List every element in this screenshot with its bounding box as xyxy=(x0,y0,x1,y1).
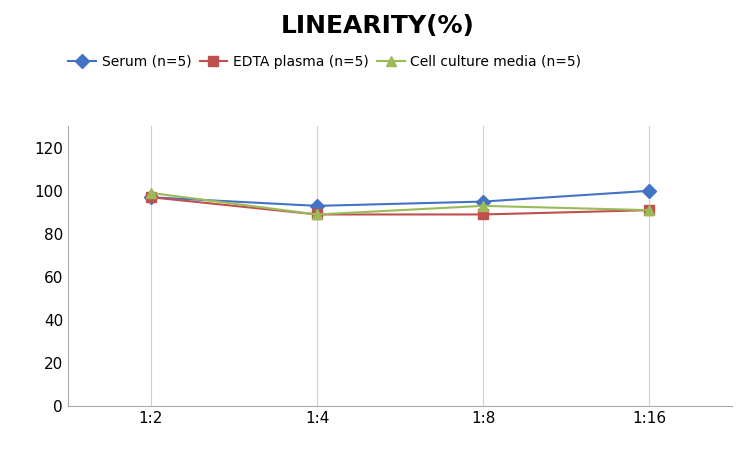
Serum (n=5) xyxy=(146,194,156,200)
Line: EDTA plasma (n=5): EDTA plasma (n=5) xyxy=(146,193,654,219)
EDTA plasma (n=5) xyxy=(313,212,322,217)
Cell culture media (n=5) xyxy=(313,212,322,217)
EDTA plasma (n=5) xyxy=(479,212,488,217)
Line: Serum (n=5): Serum (n=5) xyxy=(146,186,654,211)
Legend: Serum (n=5), EDTA plasma (n=5), Cell culture media (n=5): Serum (n=5), EDTA plasma (n=5), Cell cul… xyxy=(68,55,581,69)
Serum (n=5) xyxy=(313,203,322,208)
EDTA plasma (n=5) xyxy=(146,194,156,200)
EDTA plasma (n=5) xyxy=(645,207,654,213)
Line: Cell culture media (n=5): Cell culture media (n=5) xyxy=(146,188,654,219)
Cell culture media (n=5) xyxy=(479,203,488,208)
Text: LINEARITY(%): LINEARITY(%) xyxy=(281,14,474,37)
Cell culture media (n=5) xyxy=(146,190,156,196)
Serum (n=5) xyxy=(479,199,488,204)
Cell culture media (n=5) xyxy=(645,207,654,213)
Serum (n=5) xyxy=(645,188,654,193)
